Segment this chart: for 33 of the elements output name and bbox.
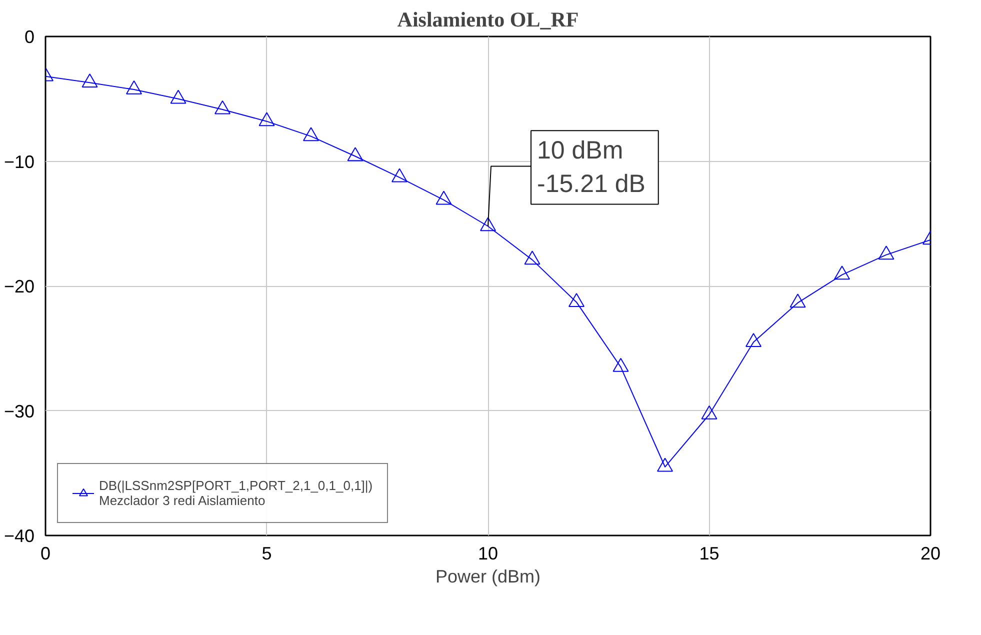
point <box>126 80 142 94</box>
point <box>170 90 186 104</box>
point <box>790 294 806 308</box>
x-tick-label: 10 <box>478 544 498 564</box>
y-tick-label: −10 <box>4 152 35 172</box>
point <box>701 405 718 420</box>
x-tick-label: 20 <box>920 544 941 564</box>
point <box>568 293 584 308</box>
point <box>82 73 98 88</box>
legend-label: DB(|LSSnm2SP[PORT_1,PORT_2,1_0,1_0,1]|) Mezclador 3 redi Aislamiento <box>99 478 373 508</box>
point <box>480 217 496 232</box>
point <box>612 358 629 372</box>
point <box>657 458 673 472</box>
x-tick-label: 5 <box>262 544 272 564</box>
y-tick-label: −30 <box>4 401 35 422</box>
point <box>878 246 894 260</box>
point <box>746 332 762 347</box>
point <box>524 250 540 265</box>
y-tick-label: −40 <box>4 526 35 546</box>
y-tick-label: −20 <box>4 276 35 296</box>
x-tick-label: 15 <box>699 544 720 564</box>
point <box>214 100 230 114</box>
annotation: 10 dBm -15.21 dB <box>537 136 646 198</box>
point <box>392 168 408 182</box>
x-axis-title: Power (dBm) <box>435 566 541 586</box>
point <box>347 147 364 162</box>
chart-title: Aislamiento OL_RF <box>397 8 579 32</box>
y-tick-label: 0 <box>24 27 35 47</box>
point <box>258 112 275 126</box>
point <box>436 190 452 205</box>
point <box>834 266 850 280</box>
point <box>303 127 319 142</box>
x-tick-label: 0 <box>40 544 51 564</box>
